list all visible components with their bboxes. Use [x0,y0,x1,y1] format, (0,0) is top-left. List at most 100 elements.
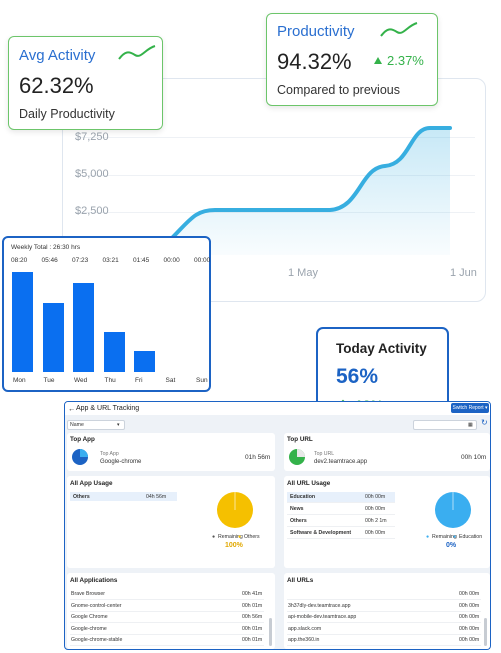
urls-card: All URLs 00h 00m 3h37dly-dev.teamtrace.ap… [284,573,490,649]
scrollbar[interactable] [484,618,487,646]
table-row[interactable]: Google-chrome-stable 00h 01m [70,635,264,646]
date-picker[interactable]: ▦ [413,420,477,430]
triangle-up-icon [374,57,382,64]
gridline [75,175,475,176]
weekly-bar-wed [73,283,94,372]
legend-remaining: Remaining [218,534,243,540]
app-usage-percent: 100% [225,542,243,549]
refresh-icon[interactable]: ↻ [481,418,488,427]
url-category-name: Education [290,494,316,500]
app-usage-header: All App Usage [70,480,113,487]
sort-select[interactable]: Name ▾ [67,420,125,430]
legend-education: Education [459,534,483,540]
list-item[interactable]: Education 00h 00m [287,492,395,503]
url-usage-card: All URL Usage Education 00h 00m News 00h 00… [284,476,490,568]
top-url-header: Top URL [287,436,313,443]
url-category-time: 00h 00m [365,494,386,500]
applications-header: All Applications [70,577,118,584]
row-time: 00h 00m [459,625,480,632]
list-item[interactable]: Others 00h 2 1m [287,516,395,527]
row-time: 00h 00m [459,602,480,609]
app-url-tracking-panel: ← App & URL Tracking Switch Report ▾ Nam… [64,401,491,650]
legend-others: Others [244,534,260,540]
url-category-name: Others [290,518,307,524]
row-time: 00h 01m [242,637,263,643]
row-name: app.the360.in [288,637,320,643]
top-url-label: Top URL [314,451,335,457]
url-usage-pie [435,492,471,528]
row-time: 00h 56m [242,614,263,620]
app-usage-pie [217,492,253,528]
list-item[interactable]: Others 04h 56m [70,492,177,501]
productivity-card: Productivity 94.32% 2.37% Compared to pr… [266,13,438,106]
row-name: 3h37dly-dev.teamtrace.app [288,602,351,609]
trend-line [168,126,452,242]
top-url-name: dev2.teamtrace.app [314,459,368,465]
top-app-label: Top App [100,451,119,457]
productivity-title: Productivity [277,23,355,40]
list-item[interactable]: Software & Development 00h 00m [287,528,395,539]
bar-time-label: 05:46 [41,257,58,264]
productivity-subtitle: Compared to previous [277,83,400,97]
legend-dot-icon: ● [212,534,216,540]
table-row[interactable]: 3h37dly-dev.teamtrace.app 00h 00m [287,601,481,612]
weekly-bar-mon [12,272,33,372]
day-label: Fri [135,377,143,384]
today-activity-title: Today Activity [336,341,427,356]
row-time: 00h 00m [459,614,480,620]
panel-header [65,402,490,415]
bar-time-label: 03:21 [102,257,119,264]
trend-up-icon [380,22,418,37]
y-tick-label: $5,000 [75,168,109,180]
row-name: Google-chrome [71,625,107,632]
avg-activity-title: Avg Activity [19,47,96,64]
back-arrow-icon[interactable]: ← [68,404,76,413]
legend-dot-icon: ● [426,534,430,540]
day-label: Sat [165,377,176,384]
gridline [75,137,475,138]
top-app-header: Top App [70,436,95,443]
y-tick-label: $7,250 [75,131,109,143]
top-app-time: 01h 56m [245,454,271,461]
table-row[interactable]: app.the360.in 00h 00m [287,635,481,646]
productivity-delta: 2.37% [387,53,424,68]
x-tick-label: 1 Jun [450,267,477,279]
weekly-bar-tue [42,302,64,372]
url-category-name: News [290,506,304,512]
table-row[interactable]: app.slack.com 00h 00m [287,624,481,635]
sort-select-value: Name [70,422,84,428]
trend-up-icon [118,45,156,60]
table-row[interactable]: Brave Browser 00h 41m [70,589,264,600]
applications-card: All Applications Brave Browser 00h 41m Gno… [67,573,275,649]
bar-time-label: 00:00 [163,257,180,264]
row-name: app.slack.com [288,625,322,632]
day-label: Thu [104,377,116,384]
table-row[interactable]: api-mobile-dev.teamtrace.app 00h 00m [287,612,481,623]
table-row[interactable]: Google Chrome 00h 56m [70,612,264,623]
legend-dot-icon: ● [238,534,242,540]
weekly-bar-thu [103,331,125,372]
table-row[interactable]: 00h 00m [287,589,481,600]
day-label: Sun [196,377,208,384]
bar-time-label: 00:00 [194,257,211,264]
trend-area-chart [168,126,452,255]
legend-remaining: Remaining [432,534,457,540]
scrollbar[interactable] [269,618,272,646]
table-row[interactable]: Gnome-control-center 00h 01m [70,601,264,612]
row-name: Google Chrome [71,614,108,620]
switch-report-label: Switch Report [452,405,484,411]
url-usage-header: All URL Usage [287,480,331,487]
url-category-name: Software & Development [290,530,352,536]
weekly-bar-fri [134,350,155,372]
switch-report-button[interactable]: Switch Report ▾ [451,403,489,413]
url-usage-percent: 0% [446,542,457,549]
url-category-time: 00h 00m [365,506,386,512]
row-time: 00h 00m [459,637,480,643]
list-item[interactable]: News 00h 00m [287,504,395,515]
pie-icon [72,449,88,465]
day-label: Mon [13,377,26,384]
x-tick-label: 1 May [288,267,318,279]
avg-activity-value: 62.32% [19,73,94,98]
top-app-card: Top App Top App Google-chrome 01h 56m [67,433,275,471]
table-row[interactable]: Google-chrome 00h 01m [70,624,264,635]
